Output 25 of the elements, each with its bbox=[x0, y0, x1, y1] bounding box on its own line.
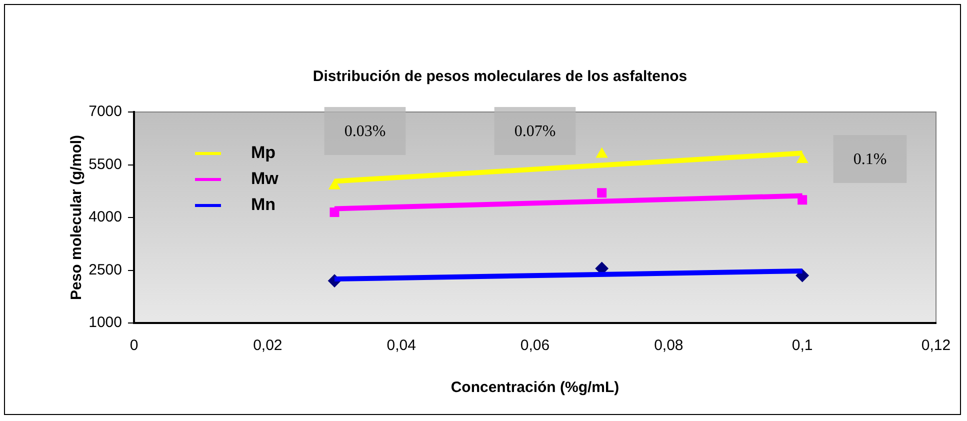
y-tick-label: 4000 bbox=[88, 208, 122, 226]
point bbox=[796, 152, 808, 163]
x-tick-label: 0,02 bbox=[253, 337, 282, 354]
y-tick-label: 7000 bbox=[88, 103, 122, 120]
y-tick-label: 5500 bbox=[88, 156, 122, 173]
y-axis-title: Peso molecular (g/mol) bbox=[68, 134, 86, 300]
legend-label: Mp bbox=[251, 143, 276, 163]
point bbox=[597, 188, 607, 198]
annotation: 0.1% bbox=[853, 151, 887, 168]
legend-label: Mn bbox=[251, 195, 276, 215]
x-tick-label: 0,06 bbox=[520, 337, 550, 354]
x-tick-label: 0,04 bbox=[386, 337, 416, 354]
annotation: 0.03% bbox=[344, 123, 386, 140]
x-tick-label: 0,08 bbox=[654, 337, 684, 354]
x-tick-label: 0,1 bbox=[792, 337, 813, 354]
x-tick-label: 0 bbox=[130, 337, 138, 354]
y-tick-label: 2500 bbox=[88, 261, 122, 278]
y-tick-label: 1000 bbox=[88, 314, 122, 332]
point bbox=[596, 148, 608, 158]
x-axis-title: Concentración (%g/mL) bbox=[450, 379, 620, 396]
annotation: 0.07% bbox=[514, 123, 556, 140]
x-tick-label: 0,12 bbox=[921, 337, 951, 354]
point bbox=[328, 179, 340, 190]
chart-title: Distribución de pesos moleculares de los asfaltenos bbox=[312, 68, 688, 86]
legend-label: Mw bbox=[251, 169, 278, 189]
